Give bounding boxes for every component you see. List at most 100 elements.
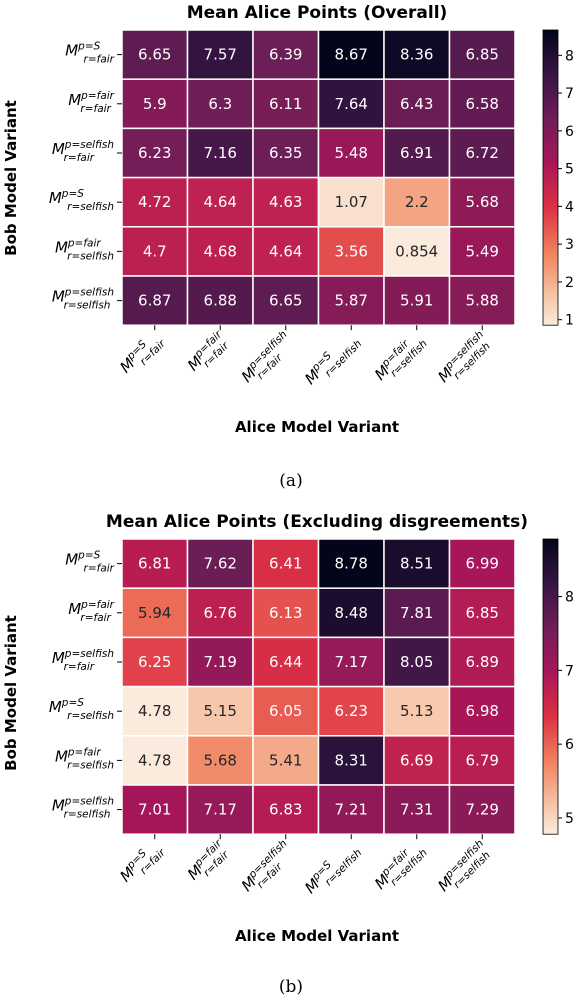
cell-value-label: 5.9 — [143, 95, 167, 113]
cell-value-label: 6.65 — [138, 46, 171, 64]
cell-value-label: 8.51 — [400, 555, 433, 573]
cell-value-label: 6.85 — [466, 46, 499, 64]
heatmap-cell — [186, 29, 254, 80]
cell-value-label: 6.44 — [269, 653, 302, 671]
x-tick-label: Mp=Sr=selfish — [301, 329, 365, 393]
cell-value-label: 7.19 — [204, 653, 237, 671]
x-tick-label: Mp=Sr=fair — [116, 837, 169, 890]
cell-value-label: 7.29 — [466, 801, 499, 819]
heatmap-cell — [448, 587, 516, 639]
y-axis-label: Bob Model Variant — [2, 100, 20, 256]
heatmap-cell — [383, 636, 451, 688]
cell-value-label: 5.87 — [335, 292, 368, 310]
y-tick-label: Mp=S r=fair — [65, 550, 114, 575]
x-tick-label: Mp=selfishr=selfish — [434, 838, 496, 900]
colorbar-gradient — [542, 538, 559, 835]
cell-value-label: 6.25 — [138, 653, 171, 671]
cell-value-label: 6.79 — [466, 751, 499, 769]
x-tick-label: Mp=selfishr=selfish — [434, 329, 496, 391]
x-tick-label: Mp=fairr=selfish — [370, 838, 429, 897]
cell-value-label: 6.72 — [466, 144, 499, 162]
heatmap-cell — [121, 176, 189, 228]
cell-value-label: 5.48 — [335, 144, 368, 162]
cell-value-label: 6.35 — [269, 144, 302, 162]
heatmap-cell — [186, 538, 254, 589]
cell-value-label: 5.41 — [269, 751, 302, 769]
cell-value-label: 7.17 — [204, 801, 237, 819]
heatmap-cell — [121, 636, 189, 688]
cell-value-label: 7.62 — [204, 555, 237, 573]
heatmap-cell — [317, 176, 385, 228]
colorbar-tick-label: 7 — [565, 663, 574, 679]
colorbar-gradient — [542, 29, 559, 326]
colorbar-tick-label: 1 — [565, 313, 574, 329]
cell-value-label: 6.89 — [466, 653, 499, 671]
cell-value-label: 2.2 — [405, 193, 429, 211]
cell-value-label: 6.13 — [269, 604, 302, 622]
heatmap-cell — [121, 685, 189, 737]
colorbar-tick-label: 3 — [565, 237, 574, 253]
cell-value-label: 4.78 — [138, 751, 171, 769]
heatmap-cell — [317, 538, 385, 589]
cell-value-label: 4.64 — [269, 242, 302, 260]
heatmap-cell — [383, 735, 451, 786]
cell-value-label: 7.16 — [204, 144, 237, 162]
x-tick-label: Mp=fairr=fair — [183, 837, 234, 888]
cell-value-label: 6.11 — [269, 95, 302, 113]
cell-value-label: 4.72 — [138, 193, 171, 211]
cell-value-label: 6.76 — [204, 604, 237, 622]
colorbar-tick-label: 2 — [565, 275, 574, 291]
cell-value-label: 6.69 — [400, 751, 433, 769]
cell-value-label: 5.15 — [204, 702, 237, 720]
heatmap-cell — [186, 127, 254, 179]
cell-value-label: 6.39 — [269, 46, 302, 64]
heatmap-cell — [383, 685, 451, 737]
heatmap-cell — [317, 735, 385, 786]
heatmap-cell — [448, 735, 516, 786]
cell-value-label: 6.88 — [204, 292, 237, 310]
cell-value-label: 8.67 — [335, 46, 368, 64]
cell-value-label: 8.48 — [335, 604, 368, 622]
cell-value-label: 8.31 — [335, 751, 368, 769]
heatmap-cell — [448, 127, 516, 179]
y-tick-label: Mp=fair r=selfish — [55, 237, 114, 262]
heatmap-cell — [252, 538, 320, 589]
heatmap-cell — [317, 636, 385, 688]
heatmap-cell — [121, 784, 189, 835]
heatmap-cell — [252, 226, 320, 277]
heatmap-cell — [383, 784, 451, 835]
cell-value-label: 7.57 — [204, 46, 237, 64]
cell-value-label: 0.854 — [395, 242, 438, 260]
colorbar-tick-label: 6 — [565, 737, 574, 753]
caption: (a) — [279, 471, 302, 491]
cell-value-label: 5.91 — [400, 292, 433, 310]
y-tick-label: Mp=selfish r=selfish — [52, 796, 114, 821]
cell-value-label: 1.07 — [335, 193, 368, 211]
colorbar-tick-label: 8 — [565, 590, 574, 606]
cell-value-label: 7.81 — [400, 604, 433, 622]
cell-value-label: 7.64 — [335, 95, 368, 113]
chart-title: Mean Alice Points (Excluding disgreement… — [106, 512, 528, 532]
heatmap-cell — [317, 127, 385, 179]
cell-value-label: 8.36 — [400, 46, 433, 64]
heatmap-cell — [186, 176, 254, 228]
x-tick-label: Mp=selfishr=fair — [237, 838, 299, 900]
cell-value-label: 8.05 — [400, 653, 433, 671]
cell-value-label: 6.98 — [466, 702, 499, 720]
y-tick-label: Mp=S r=fair — [65, 41, 114, 66]
colorbar-tick-label: 6 — [565, 124, 574, 140]
cell-value-label: 6.87 — [138, 292, 171, 310]
cell-value-label: 5.68 — [204, 751, 237, 769]
colorbar-tick-label: 5 — [565, 811, 574, 827]
y-tick-label: Mp=selfish r=selfish — [52, 287, 114, 312]
heatmap-cell — [252, 685, 320, 737]
y-tick-label: Mp=fair r=fair — [68, 90, 114, 115]
colorbar-tick-label: 5 — [565, 162, 574, 178]
cell-value-label: 6.91 — [400, 144, 433, 162]
colorbar-tick-label: 4 — [565, 199, 574, 215]
cell-value-label: 4.78 — [138, 702, 171, 720]
cell-value-label: 4.68 — [204, 242, 237, 260]
cell-value-label: 4.64 — [204, 193, 237, 211]
heatmap-cell — [383, 226, 451, 277]
